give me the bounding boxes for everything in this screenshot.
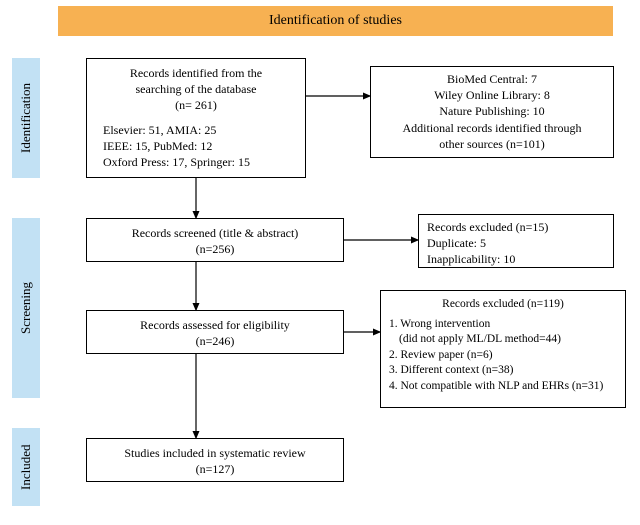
assessed-l1: Records assessed for eligibility [95, 317, 335, 333]
screened-l1: Records screened (title & abstract) [95, 225, 335, 241]
header-text: Identification of studies [269, 13, 402, 29]
stage-identification-label: Identification [18, 83, 34, 153]
included-l2: (n=127) [95, 461, 335, 477]
additional-l1: BioMed Central: 7 [377, 71, 607, 87]
assessed-l2: (n=246) [95, 333, 335, 349]
excluded2-l1: 1. Wrong intervention [389, 317, 617, 333]
box-additional-sources: BioMed Central: 7 Wiley Online Library: … [370, 66, 614, 158]
identified-src2: IEEE: 15, PubMed: 12 [103, 138, 297, 154]
identified-line1: Records identified from the [95, 65, 297, 81]
additional-l4: Additional records identified through [377, 120, 607, 136]
excluded1-l1: Records excluded (n=15) [427, 219, 605, 235]
excluded1-l3: Inapplicability: 10 [427, 251, 605, 267]
additional-l3: Nature Publishing: 10 [377, 103, 607, 119]
box-excluded-eligibility: Records excluded (n=119) 1. Wrong interv… [380, 290, 626, 408]
stage-screening: Screening [12, 218, 40, 398]
excluded2-l0: Records excluded (n=119) [389, 297, 617, 313]
stage-included: Included [12, 428, 40, 506]
included-l1: Studies included in systematic review [95, 445, 335, 461]
identified-src3: Oxford Press: 17, Springer: 15 [103, 154, 297, 170]
additional-l5: other sources (n=101) [377, 136, 607, 152]
additional-l2: Wiley Online Library: 8 [377, 87, 607, 103]
excluded2-l3: 3. Different context (n=38) [389, 363, 617, 379]
screened-l2: (n=256) [95, 241, 335, 257]
identified-line2: searching of the database [95, 81, 297, 97]
excluded2-l4: 4. Not compatible with NLP and EHRs (n=3… [389, 379, 617, 395]
identified-line3: (n= 261) [95, 97, 297, 113]
stage-included-label: Included [18, 444, 34, 489]
excluded2-l1b: (did not apply ML/DL method=44) [389, 332, 617, 348]
box-excluded-screening: Records excluded (n=15) Duplicate: 5 Ina… [418, 214, 614, 268]
box-records-assessed: Records assessed for eligibility (n=246) [86, 310, 344, 354]
excluded2-l2: 2. Review paper (n=6) [389, 348, 617, 364]
stage-identification: Identification [12, 58, 40, 178]
excluded1-l2: Duplicate: 5 [427, 235, 605, 251]
box-studies-included: Studies included in systematic review (n… [86, 438, 344, 482]
stage-screening-label: Screening [18, 282, 34, 334]
header-banner: Identification of studies [58, 6, 613, 36]
box-records-screened: Records screened (title & abstract) (n=2… [86, 218, 344, 262]
identified-src1: Elsevier: 51, AMIA: 25 [103, 122, 297, 138]
box-records-identified: Records identified from the searching of… [86, 58, 306, 178]
